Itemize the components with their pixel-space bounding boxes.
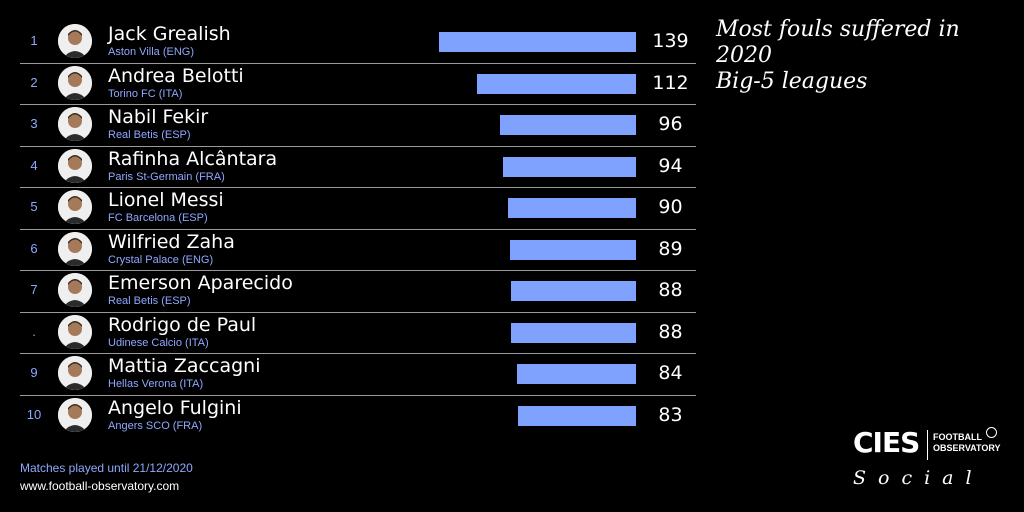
bar	[477, 73, 636, 94]
player-avatar	[58, 314, 92, 349]
player-avatar	[58, 190, 92, 224]
bar	[516, 364, 636, 384]
value-label: 88	[658, 279, 683, 301]
footer-url[interactable]: www.football-observatory.com	[20, 479, 180, 493]
table-row: 7 Emerson Aparecido Real Betis (ESP) 88	[20, 270, 696, 311]
club-label: Torino FC (ITA)	[108, 87, 183, 100]
bar	[508, 198, 636, 218]
player-name: Mattia Zaccagni	[108, 355, 261, 377]
player-name: Angelo Fulgini	[108, 396, 242, 419]
player-name: Wilfried Zaha	[108, 230, 235, 253]
club-label: Real Betis (ESP)	[108, 295, 191, 307]
bar	[509, 239, 636, 260]
player-avatar	[58, 231, 92, 266]
table-row: 5 Lionel Messi FC Barcelona (ESP) 90	[20, 187, 696, 228]
title-line-2: 2020	[716, 43, 772, 68]
rank-label: 10	[26, 406, 42, 422]
table-row: 6 Wilfried Zaha Crystal Palace (ENG) 89	[20, 229, 696, 270]
rank-label: 4	[30, 157, 38, 173]
player-name: Jack Grealish	[108, 23, 231, 45]
chart-title: Most fouls suffered in 2020 Big-5 league…	[716, 17, 1006, 95]
club-label: FC Barcelona (ESP)	[108, 212, 208, 224]
value-label: 83	[658, 403, 683, 426]
player-avatar	[58, 24, 92, 58]
player-avatar	[58, 397, 92, 432]
rank-label: 7	[30, 282, 38, 297]
club-label: Angers SCO (FRA)	[108, 419, 203, 432]
player-avatar	[58, 65, 92, 100]
club-label: Hellas Verona (ITA)	[108, 378, 204, 390]
title-line-3: Big-5 leagues	[716, 69, 868, 94]
logo-main-text: CIES	[853, 426, 920, 459]
rank-label: 2	[30, 74, 38, 90]
row-divider	[20, 353, 696, 354]
bar	[499, 115, 636, 135]
footer-note: Matches played until 21/12/2020	[20, 461, 193, 475]
bar	[502, 156, 636, 177]
rank-label: 1	[30, 33, 38, 48]
player-avatar	[58, 356, 92, 390]
row-divider	[20, 394, 696, 396]
bar	[511, 322, 636, 343]
table-row: 10 Angelo Fulgini Angers SCO (FRA) 83	[20, 395, 696, 436]
player-name: Nabil Fekir	[108, 106, 209, 128]
rank-label: 5	[30, 199, 38, 214]
club-label: Udinese Calcio (ITA)	[108, 336, 209, 349]
rank-label: 3	[30, 116, 38, 131]
row-divider	[20, 228, 696, 230]
rank-label: 9	[30, 365, 38, 380]
value-label: 84	[658, 362, 683, 384]
rank-label: .	[32, 323, 36, 339]
table-row: 1 Jack Grealish Aston Villa (ENG) 139	[20, 21, 696, 62]
table-row: 2 Andrea Belotti Torino FC (ITA) 112	[20, 63, 696, 104]
player-name: Rafinha Alcântara	[108, 147, 278, 170]
value-label: 90	[658, 196, 683, 218]
row-divider	[20, 145, 696, 147]
cies-logo: CIES FOOTBALL OBSERVATORY	[853, 424, 1003, 464]
table-row: 9 Mattia Zaccagni Hellas Verona (ITA) 84	[20, 353, 696, 394]
row-divider	[20, 311, 696, 313]
club-label: Real Betis (ESP)	[108, 129, 191, 141]
table-row: 3 Nabil Fekir Real Betis (ESP) 96	[20, 104, 696, 145]
club-label: Paris St-Germain (FRA)	[108, 170, 225, 183]
value-label: 139	[652, 30, 689, 52]
table-row: 4 Rafinha Alcântara Paris St-Germain (FRA)…	[20, 146, 696, 187]
title-line-1: Most fouls suffered in	[716, 17, 960, 42]
ranking-chart: 1 Jack Grealish Aston Villa (ENG) 139 2 Andre…	[20, 21, 696, 436]
table-row: . Rodrigo de Paul Udinese Calcio (ITA) 88	[20, 312, 696, 353]
logo-sub-line-1: FOOTBALL	[933, 432, 982, 442]
player-name: Andrea Belotti	[108, 64, 244, 87]
row-divider	[20, 62, 696, 64]
logo-subtext: FOOTBALL OBSERVATORY	[933, 432, 1001, 454]
rank-label: 6	[30, 240, 38, 256]
row-divider	[20, 104, 696, 105]
logo-sub-line-2: OBSERVATORY	[933, 443, 1001, 453]
player-name: Emerson Aparecido	[108, 272, 293, 294]
player-name: Lionel Messi	[108, 189, 224, 211]
value-label: 89	[658, 237, 683, 260]
club-label: Aston Villa (ENG)	[108, 46, 194, 58]
club-label: Crystal Palace (ENG)	[108, 253, 214, 266]
logo-divider	[927, 430, 928, 460]
player-avatar	[58, 107, 92, 141]
value-label: 112	[652, 71, 689, 94]
social-label: Social	[853, 467, 984, 489]
football-icon	[986, 427, 997, 438]
value-label: 96	[658, 113, 683, 135]
bar	[518, 405, 636, 426]
row-divider	[20, 187, 696, 188]
bar	[439, 32, 636, 52]
player-name: Rodrigo de Paul	[108, 313, 257, 336]
value-label: 88	[658, 320, 683, 343]
bar	[511, 281, 636, 301]
row-divider	[20, 270, 696, 271]
player-avatar	[58, 148, 92, 183]
player-avatar	[58, 273, 92, 307]
value-label: 94	[658, 154, 683, 177]
